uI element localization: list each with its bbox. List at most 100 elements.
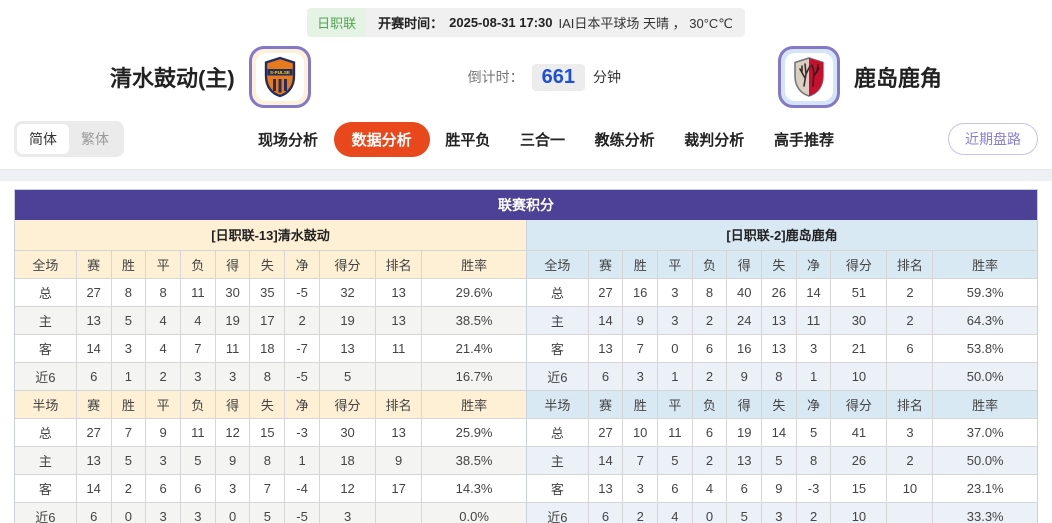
table-cell: 30 xyxy=(214,277,251,307)
table-cell: 6 xyxy=(691,333,728,363)
table-cell: 38.5% xyxy=(421,445,526,475)
table-cell: 0.0% xyxy=(421,501,526,523)
table-cell: 1 xyxy=(657,361,693,391)
home-full-row-label: 客 xyxy=(15,333,77,363)
table-cell: 13 xyxy=(318,333,377,363)
section-divider xyxy=(0,169,1052,181)
svg-text:S-PULSE: S-PULSE xyxy=(270,70,290,75)
home-half-header-2: 胜 xyxy=(110,389,147,419)
table-cell: 6 xyxy=(587,501,624,523)
tab-6[interactable]: 高手推荐 xyxy=(773,131,834,149)
table-cell: 2 xyxy=(284,305,320,335)
table-cell: 8 xyxy=(110,277,147,307)
table-cell: 19 xyxy=(726,417,763,447)
away-full-header-2: 胜 xyxy=(622,249,659,279)
tab-5[interactable]: 裁判分析 xyxy=(684,131,745,149)
table-cell: 12 xyxy=(318,473,377,503)
home-half-row-label: 总 xyxy=(15,417,77,447)
away-half-header-4: 负 xyxy=(691,389,728,419)
table-cell: 11 xyxy=(375,333,423,363)
table-cell: 27 xyxy=(587,277,624,307)
away-half-header-9: 排名 xyxy=(886,389,934,419)
home-half-header-6: 失 xyxy=(249,389,286,419)
table-cell: 0 xyxy=(691,501,728,523)
table-cell: -5 xyxy=(284,277,320,307)
table-cell: -7 xyxy=(284,333,320,363)
table-cell: 5 xyxy=(110,445,147,475)
table-cell: 15 xyxy=(249,417,286,447)
tab-2[interactable]: 胜平负 xyxy=(445,131,491,149)
table-cell: 12 xyxy=(214,417,251,447)
table-cell: 2 xyxy=(622,501,659,523)
home-full-header-7: 净 xyxy=(284,249,320,279)
match-info-text: 开赛时间： 2025-08-31 17:30 IAI日本平球场 天晴 ， 30°… xyxy=(366,8,745,37)
tab-4[interactable]: 教练分析 xyxy=(594,131,655,149)
home-full-header-5: 得 xyxy=(214,249,251,279)
table-cell: 13 xyxy=(75,445,112,475)
table-cell: 17 xyxy=(249,305,286,335)
home-half-header-8: 得分 xyxy=(318,389,377,419)
lang-option-0[interactable]: 简体 xyxy=(17,124,69,154)
table-cell: 14 xyxy=(587,445,624,475)
table-cell: 1 xyxy=(284,445,320,475)
table-cell: 2 xyxy=(886,445,934,475)
away-half-header-3: 平 xyxy=(657,389,693,419)
away-subtitle: [日职联-2]鹿岛鹿角 xyxy=(527,220,1037,251)
table-cell: 18 xyxy=(318,445,377,475)
home-subtitle: [日职联-13]清水鼓动 xyxy=(15,220,526,251)
away-full-header-4: 负 xyxy=(691,249,728,279)
away-full-header-7: 净 xyxy=(795,249,832,279)
recent-trends-button[interactable]: 近期盘路 xyxy=(948,123,1038,155)
table-cell: 2 xyxy=(691,305,728,335)
table-cell: 5 xyxy=(318,361,377,391)
table-cell: 51 xyxy=(830,277,888,307)
away-full-header-1: 赛 xyxy=(587,249,624,279)
home-full-header-6: 失 xyxy=(249,249,286,279)
table-cell: 4 xyxy=(145,305,182,335)
tab-1[interactable]: 数据分析 xyxy=(333,121,430,157)
table-cell: 13 xyxy=(587,333,624,363)
table-cell: 6 xyxy=(145,473,182,503)
table-cell: 21 xyxy=(830,333,888,363)
table-cell: -5 xyxy=(284,501,320,523)
tab-0[interactable]: 现场分析 xyxy=(258,131,319,149)
table-cell: 10 xyxy=(886,473,934,503)
table-cell: 5 xyxy=(761,445,797,475)
table-cell: 26 xyxy=(830,445,888,475)
countdown-unit: 分钟 xyxy=(593,69,621,85)
away-standings-wrap: [日职联-2]鹿岛鹿角 全场赛胜平负得失净得分 排名 胜率总 27 16 3 8 40 26 14 5… xyxy=(526,220,1037,523)
table-cell: -3 xyxy=(284,417,320,447)
table-cell: 64.3% xyxy=(932,305,1037,335)
away-team-logo xyxy=(777,46,840,108)
lang-option-1[interactable]: 繁体 xyxy=(81,131,109,147)
home-full-row-label: 主 xyxy=(15,305,77,335)
home-full-header-1: 赛 xyxy=(75,249,112,279)
away-half-header-6: 失 xyxy=(761,389,797,419)
away-half-header-0: 半场 xyxy=(527,389,589,419)
home-half-header-0: 半场 xyxy=(15,389,77,419)
home-full-header-10: 胜率 xyxy=(421,249,526,279)
home-team-logo: S-PULSE xyxy=(248,46,311,108)
home-half-row-label: 近6 xyxy=(15,501,77,523)
table-cell: 7 xyxy=(249,473,286,503)
home-full-row-label: 总 xyxy=(15,277,77,307)
home-full-header-3: 平 xyxy=(145,249,182,279)
table-cell: 5 xyxy=(657,445,693,475)
venue-weather: IAI日本平球场 天晴 ， 30°C℃ xyxy=(558,16,733,31)
table-cell: 3 xyxy=(214,473,251,503)
table-cell: 27 xyxy=(587,417,624,447)
lang-toggle[interactable]: 简体 繁体 xyxy=(14,121,124,157)
home-half-header-4: 负 xyxy=(180,389,216,419)
away-half-row-label: 主 xyxy=(527,445,589,475)
match-info-pill: 日职联 开赛时间： 2025-08-31 17:30 IAI日本平球场 天晴 ，… xyxy=(307,8,745,37)
tab-3[interactable]: 三合一 xyxy=(519,131,565,149)
away-full-header-6: 失 xyxy=(761,249,797,279)
table-cell: 4 xyxy=(145,333,182,363)
table-cell: 13 xyxy=(375,305,423,335)
table-cell: 59.3% xyxy=(932,277,1037,307)
away-half-row-label: 近6 xyxy=(527,501,589,523)
table-cell: 26 xyxy=(761,277,797,307)
home-team-side: 清水鼓动(主) S-PULSE xyxy=(110,46,311,108)
away-half-header-8: 得分 xyxy=(830,389,888,419)
table-cell: 9 xyxy=(622,305,659,335)
